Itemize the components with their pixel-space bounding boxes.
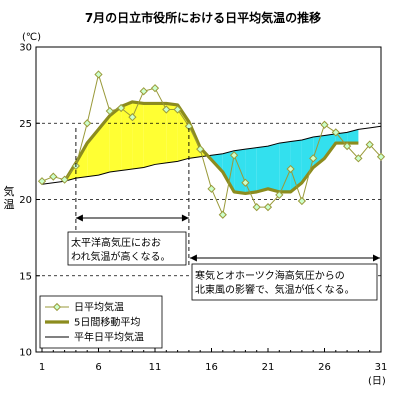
daily-point bbox=[128, 113, 137, 122]
fill-warm bbox=[109, 106, 122, 173]
legend-label: 5日間移動平均 bbox=[74, 316, 140, 329]
daily-point bbox=[376, 152, 386, 161]
daily-point bbox=[162, 105, 171, 114]
x-tick-label: 6 bbox=[95, 362, 101, 373]
daily-point bbox=[218, 210, 227, 219]
daily-point bbox=[286, 164, 295, 174]
x-unit-label: (日) bbox=[368, 376, 386, 387]
daily-point bbox=[173, 105, 182, 114]
y-tick-label: 10 bbox=[19, 348, 32, 359]
daily-point bbox=[196, 145, 205, 154]
x-tick-label: 1 bbox=[39, 362, 45, 373]
daily-point bbox=[309, 154, 318, 163]
fill-cool bbox=[290, 140, 302, 192]
daily-point bbox=[275, 190, 284, 200]
fill-warm bbox=[98, 115, 110, 176]
legend-entry: 5日間移動平均 bbox=[45, 316, 140, 329]
y-tick-label: 20 bbox=[19, 195, 32, 206]
daily-point bbox=[320, 120, 329, 129]
daily-point bbox=[207, 184, 216, 193]
x-tick-label: 26 bbox=[318, 362, 331, 373]
cool-annotation-text: 北東風の影響で、気温が低くなる。 bbox=[195, 283, 355, 296]
daily-point bbox=[263, 203, 273, 212]
y-axis-label-char: 気 bbox=[4, 184, 15, 198]
cool-period-arrow-head-right bbox=[373, 254, 380, 262]
warm-period-arrow-head-left bbox=[75, 214, 83, 222]
fill-warm bbox=[132, 101, 144, 169]
daily-point bbox=[354, 154, 363, 163]
legend-label: 平年日平均気温 bbox=[74, 331, 144, 344]
fill-cool bbox=[268, 143, 280, 192]
cool-annotation-text: 寒気とオホーツク海高気圧からの bbox=[195, 269, 345, 282]
legend-entry: 平年日平均気温 bbox=[45, 331, 144, 344]
legend-swatch-marker bbox=[52, 302, 62, 312]
series-normal bbox=[41, 125, 382, 185]
daily-point bbox=[105, 106, 114, 116]
warm-period-arrow-head-right bbox=[181, 214, 189, 222]
series-daily bbox=[37, 70, 386, 219]
chart-title: 7月の日立市役所における日平均気温の推移 bbox=[85, 10, 321, 25]
fill-cool bbox=[279, 141, 291, 192]
cool-annotation-box bbox=[191, 263, 378, 301]
cool-period-arrow-head-left bbox=[189, 254, 197, 262]
legend-entry: 日平均気温 bbox=[45, 301, 124, 314]
fill-warm bbox=[166, 103, 178, 163]
fill-cool bbox=[222, 150, 235, 192]
x-axis: 1 6 11 16 21 26 31 bbox=[39, 348, 388, 373]
legend-label: 日平均気温 bbox=[74, 301, 124, 314]
y-axis-label-char: 温 bbox=[4, 198, 15, 211]
daily-point bbox=[150, 84, 160, 93]
fill-warm bbox=[121, 101, 133, 171]
daily-point bbox=[37, 177, 47, 186]
daily-point bbox=[116, 103, 126, 113]
fill-cool bbox=[256, 146, 268, 192]
daily-point bbox=[252, 203, 261, 212]
y-tick-label: 15 bbox=[19, 271, 32, 282]
daily-point bbox=[331, 128, 340, 137]
daily-point bbox=[342, 142, 352, 151]
daily-point bbox=[49, 172, 58, 181]
warm-annotation-text: われ気温が高くなる。 bbox=[71, 250, 171, 263]
daily-point bbox=[83, 119, 92, 128]
normal-line bbox=[41, 125, 382, 185]
fill-warm bbox=[155, 103, 167, 165]
daily-point bbox=[139, 87, 148, 96]
x-tick-label: 16 bbox=[205, 362, 218, 373]
fill-cool bbox=[347, 129, 359, 144]
daily-point bbox=[229, 151, 239, 160]
warm-annotation-box bbox=[67, 231, 187, 266]
daily-point bbox=[94, 70, 103, 79]
x-tick-label: 11 bbox=[149, 362, 162, 373]
y-axis-label: 気温 bbox=[4, 184, 15, 211]
y-axis: 10 15 20 25 30 bbox=[19, 43, 40, 359]
fill-areas bbox=[64, 101, 359, 194]
warm-annotation-text: 太平洋高気圧におお bbox=[71, 236, 161, 249]
x-tick-label: 31 bbox=[375, 362, 388, 373]
y-tick-label: 30 bbox=[19, 43, 32, 54]
daily-point bbox=[297, 196, 307, 206]
annotations: 太平洋高気圧におおわれ気温が高くなる。寒気とオホーツク海高気圧からの北東風の影響… bbox=[67, 128, 380, 301]
daily-point bbox=[60, 175, 69, 184]
daily-point bbox=[241, 178, 250, 187]
fill-warm bbox=[143, 103, 155, 168]
x-tick-label: 21 bbox=[262, 362, 275, 373]
y-unit-label: (℃) bbox=[22, 32, 41, 43]
daily-point bbox=[365, 140, 374, 149]
fill-warm bbox=[75, 143, 88, 179]
y-tick-label: 25 bbox=[19, 119, 32, 130]
